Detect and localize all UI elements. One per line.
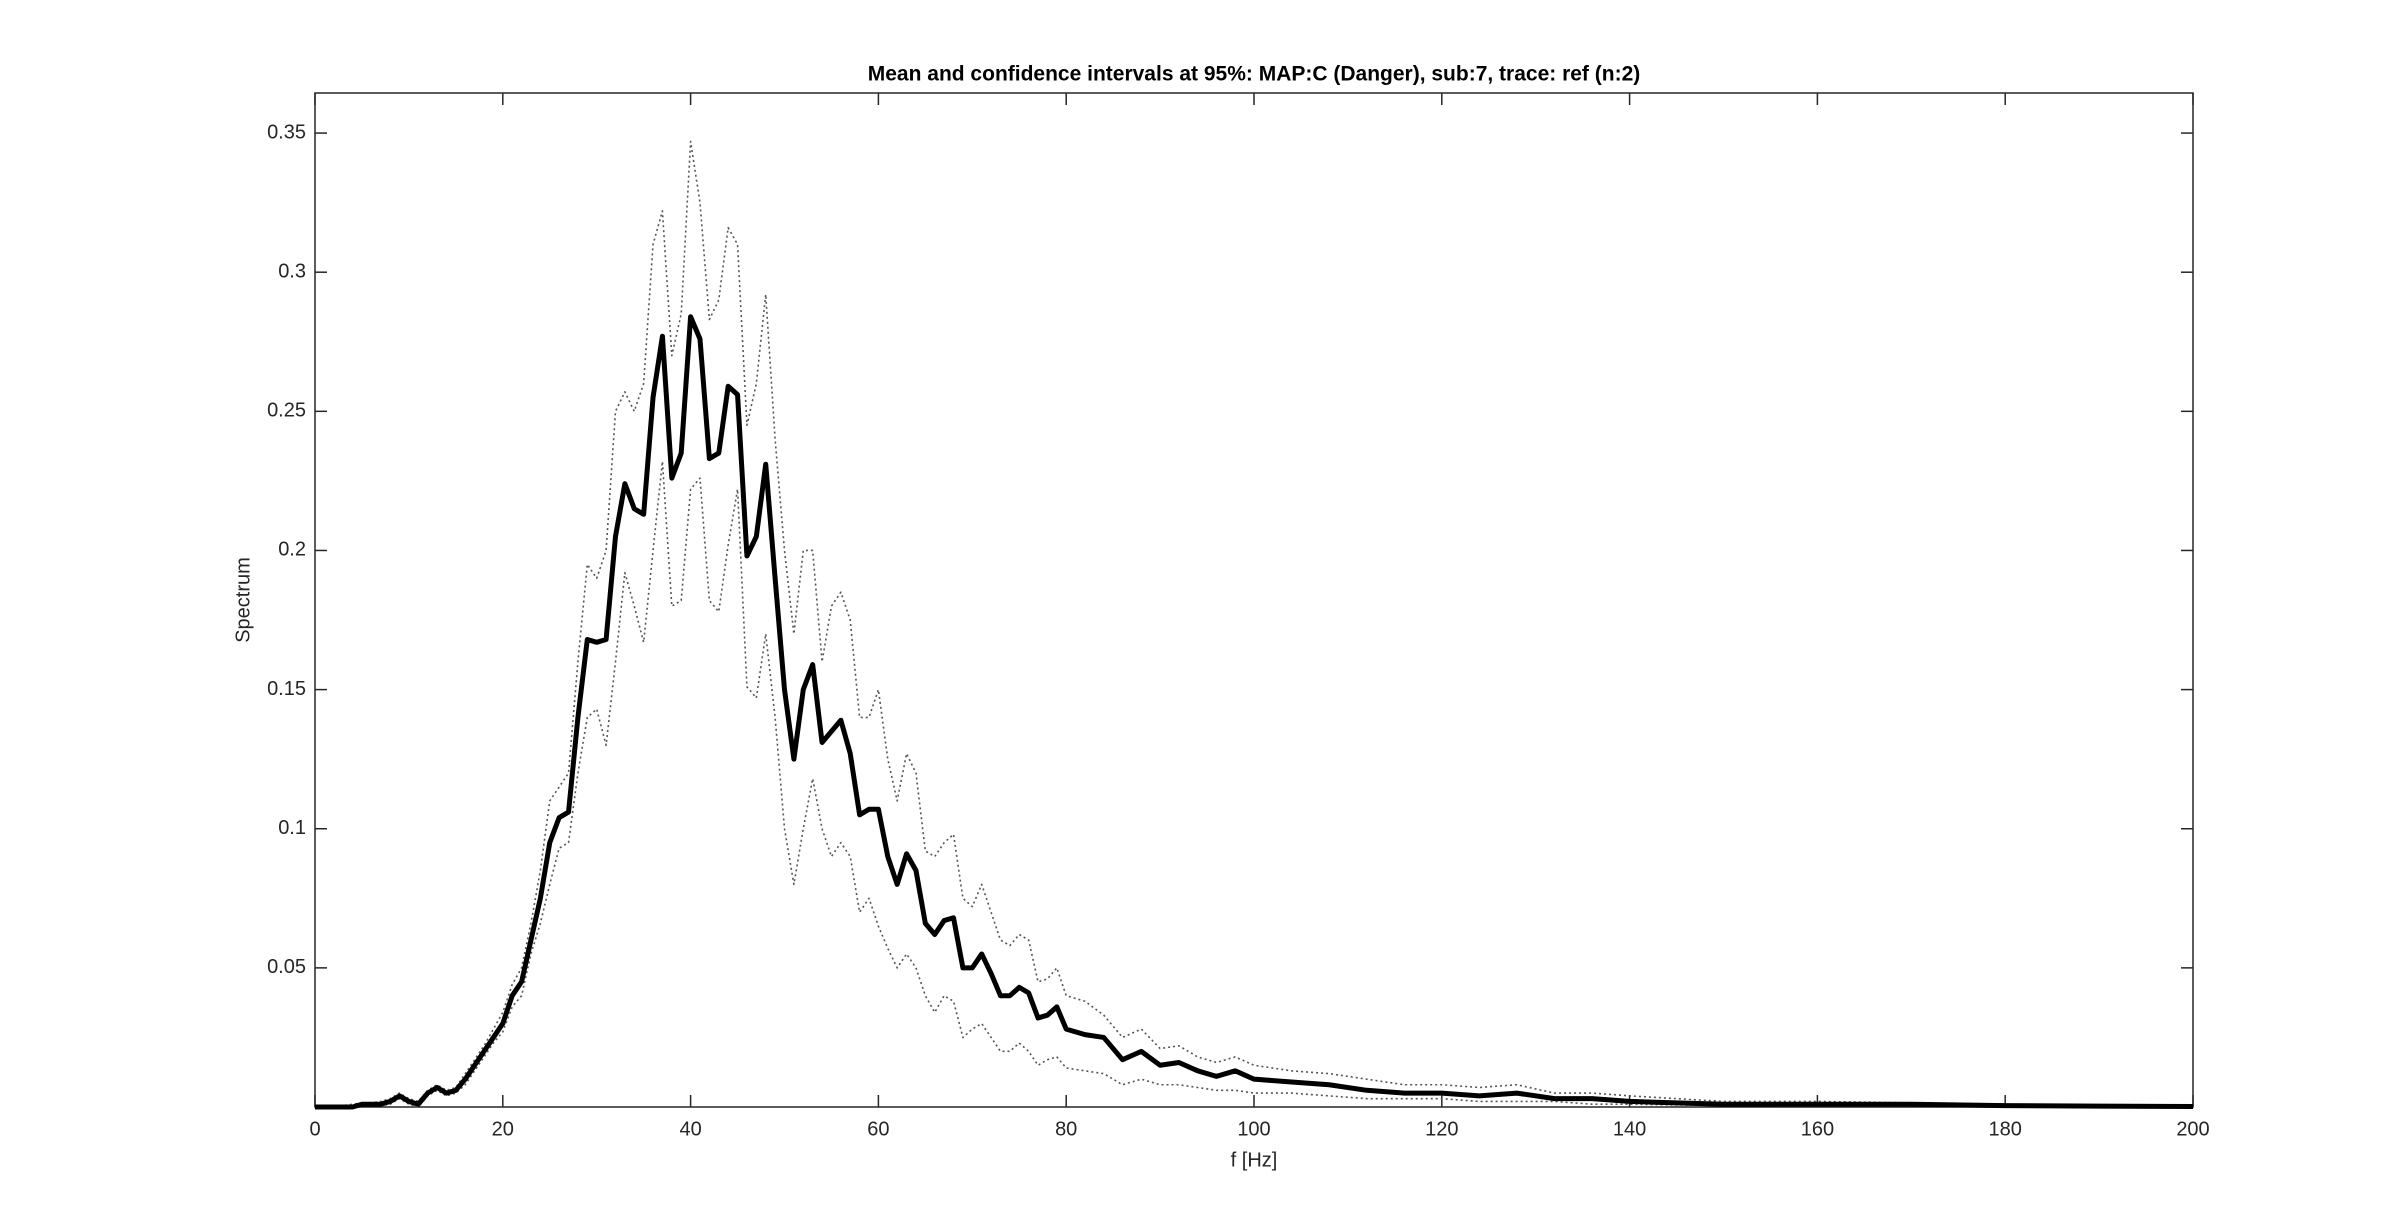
x-tick-label: 160 [1801,1118,1834,1140]
y-tick-label: 0.2 [278,539,306,561]
y-axis-label: Spectrum [232,557,254,643]
x-tick-label: 100 [1237,1118,1270,1140]
ci-line [315,140,2194,1107]
x-tick-label: 60 [867,1118,889,1140]
ci-line [315,460,2193,1108]
x-tick-label: 200 [2176,1118,2209,1140]
x-tick-label: 120 [1425,1118,1458,1140]
y-tick-label: 0.35 [267,121,306,143]
mean-line [315,314,2194,1110]
x-tick-label: 140 [1613,1118,1646,1140]
x-axis-label: f [Hz] [1231,1149,1278,1171]
chart-title: Mean and confidence intervals at 95%: MA… [868,63,1641,86]
x-tick-label: 80 [1055,1118,1077,1140]
y-tick-label: 0.3 [278,260,306,282]
x-tick-label: 40 [679,1118,701,1140]
y-tick-label: 0.25 [267,400,306,422]
x-tick-label: 0 [309,1118,320,1140]
x-tick-label: 20 [492,1118,514,1140]
x-tick-label: 180 [1989,1118,2022,1140]
y-tick-label: 0.05 [267,956,306,978]
y-tick-label: 0.15 [267,678,306,700]
plot-frame [314,92,2194,1108]
y-tick-label: 0.1 [278,817,306,839]
